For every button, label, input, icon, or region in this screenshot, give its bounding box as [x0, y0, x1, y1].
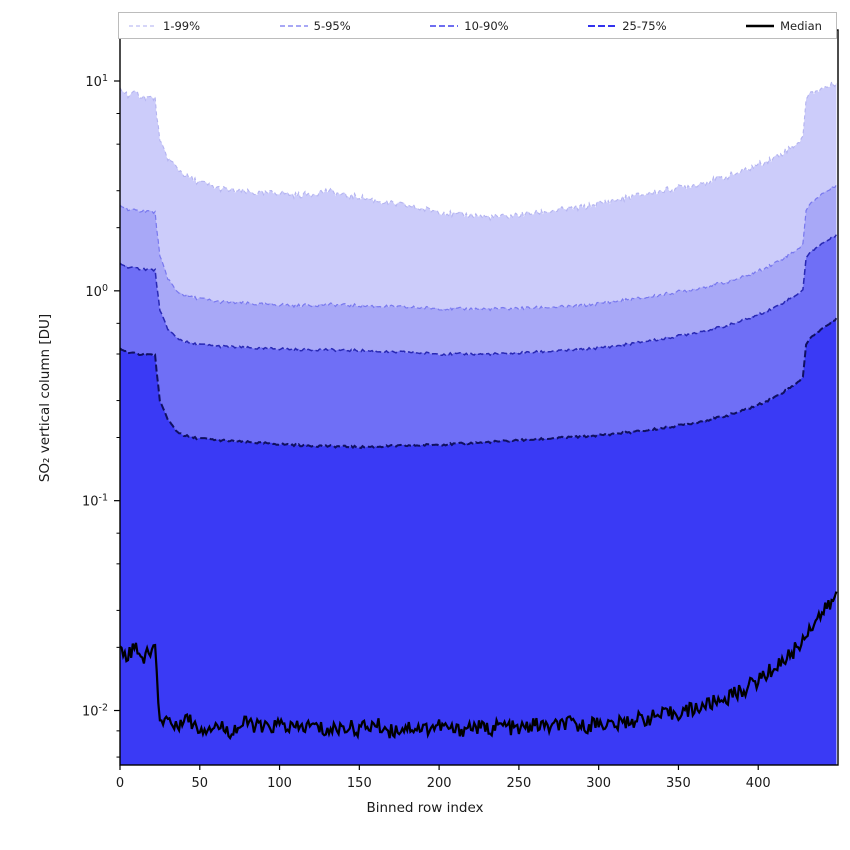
- legend-swatch-10-90-icon: [430, 24, 459, 27]
- percentile-bands-group: [120, 80, 838, 765]
- legend-swatch-median-icon: [746, 24, 775, 27]
- x-axis-ticks: 0 50 100 150 200 250 300 350 400: [116, 765, 771, 791]
- legend-swatch-25-75-icon: [588, 24, 617, 27]
- y-tick-label: 10-2: [82, 703, 108, 720]
- y-axis-label: SO₂ vertical column [DU]: [37, 313, 53, 483]
- x-tick-label: 200: [427, 776, 452, 791]
- legend-label-10-90: 10-90%: [464, 18, 509, 33]
- x-tick-label: 350: [666, 776, 691, 791]
- band-edge-1-99: [120, 80, 837, 222]
- legend-label-1-99: 1-99%: [163, 18, 201, 33]
- chart-legend: 1-99% 5-95% 10-90% 25-75% Median: [118, 12, 837, 39]
- x-axis-label: Binned row index: [366, 800, 484, 816]
- x-tick-label: 250: [506, 776, 531, 791]
- band-edge-25-75: [120, 317, 838, 450]
- y-axis-ticks: 101 100 10-1 10-2: [82, 73, 120, 758]
- x-tick-label: 150: [347, 776, 372, 791]
- band-edge-10-90: [120, 234, 838, 357]
- legend-label-median: Median: [780, 18, 822, 33]
- legend-swatch-5-95-icon: [279, 24, 308, 27]
- y-tick-label: 100: [85, 283, 108, 300]
- legend-item-25-75: 25-75%: [588, 18, 667, 33]
- legend-label-5-95: 5-95%: [313, 18, 351, 33]
- x-tick-label: 100: [267, 776, 292, 791]
- y-tick-label: 10-1: [82, 493, 108, 510]
- x-tick-label: 400: [746, 776, 771, 791]
- median-line: [120, 591, 838, 741]
- x-tick-label: 50: [192, 776, 209, 791]
- legend-item-1-99: 1-99%: [129, 19, 200, 33]
- legend-label-25-75: 25-75%: [622, 18, 667, 33]
- legend-item-5-95: 5-95%: [279, 18, 351, 33]
- x-tick-label: 300: [586, 776, 611, 791]
- y-tick-label: 101: [85, 73, 108, 90]
- x-tick-label: 0: [116, 776, 124, 791]
- legend-item-median: Median: [746, 19, 822, 33]
- legend-item-10-90: 10-90%: [430, 18, 509, 33]
- legend-swatch-1-99-icon: [129, 24, 157, 27]
- band-edge-5-95: [120, 184, 837, 312]
